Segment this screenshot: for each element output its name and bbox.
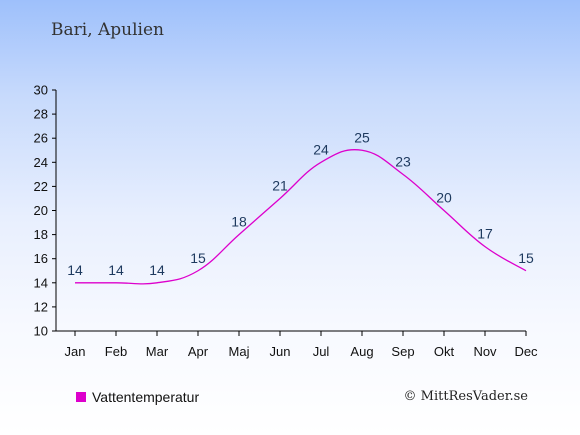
legend-label: Vattentemperatur <box>92 389 200 405</box>
x-tick-label: Okt <box>434 344 455 359</box>
x-tick-label: Maj <box>229 344 250 359</box>
y-tick-label: 18 <box>34 227 48 242</box>
y-tick-label: 20 <box>34 203 48 218</box>
legend: Vattentemperatur <box>76 389 199 405</box>
series-layer <box>74 149 527 285</box>
credit: © MittResVader.se <box>403 389 528 404</box>
chart-title: Bari, Apulien <box>51 20 164 40</box>
x-tick-label: Nov <box>473 344 497 359</box>
data-labels: 14 14 14 15 18 21 24 25 23 20 17 15 <box>67 129 534 278</box>
x-tick-label: Mar <box>146 344 169 359</box>
y-tick-label: 14 <box>34 275 48 290</box>
legend-swatch <box>76 392 86 402</box>
data-label: 15 <box>518 250 534 266</box>
y-tick-label: 24 <box>34 155 48 170</box>
data-label: 23 <box>395 153 411 169</box>
y-axis-ticks: 10 12 14 16 18 20 22 24 26 28 30 <box>34 83 56 339</box>
data-label: 25 <box>354 129 370 145</box>
x-tick-label: Sep <box>391 344 414 359</box>
y-tick-label: 10 <box>34 324 48 339</box>
y-tick-label: 22 <box>34 179 48 194</box>
data-label: 14 <box>108 262 124 278</box>
axes <box>55 90 526 332</box>
data-label: 15 <box>190 250 206 266</box>
data-label: 14 <box>67 262 83 278</box>
data-label: 14 <box>149 262 165 278</box>
x-tick-label: Apr <box>188 344 209 359</box>
y-tick-label: 12 <box>34 299 48 314</box>
y-tick-label: 26 <box>34 131 48 146</box>
x-tick-label: Feb <box>105 344 127 359</box>
x-axis-ticks: Jan Feb Mar Apr Maj Jun Jul Aug Sep Okt Nov Dec <box>65 331 538 359</box>
series-line-vattentemperatur <box>74 149 527 285</box>
data-label: 21 <box>272 177 288 193</box>
y-tick-label: 16 <box>34 251 48 266</box>
x-tick-label: Dec <box>514 344 538 359</box>
x-tick-label: Jan <box>65 344 86 359</box>
data-label: 20 <box>436 190 452 206</box>
data-label: 17 <box>477 226 493 242</box>
x-tick-label: Jul <box>313 344 330 359</box>
y-tick-label: 30 <box>34 83 48 98</box>
data-label: 18 <box>231 214 247 230</box>
data-label: 24 <box>313 141 329 157</box>
y-tick-label: 28 <box>34 107 48 122</box>
x-tick-label: Jun <box>270 344 291 359</box>
x-tick-label: Aug <box>350 344 373 359</box>
